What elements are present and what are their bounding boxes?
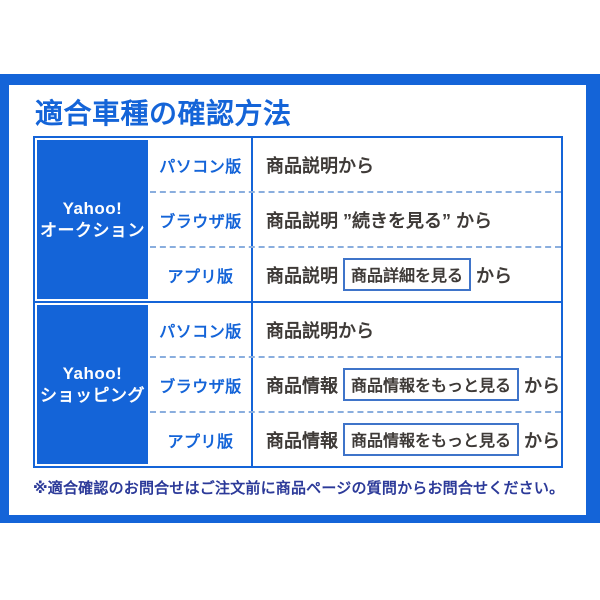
method-cell: 商品説明から: [253, 303, 561, 356]
footer-note: ※適合確認のお問合せはご注文前に商品ページの質問からお問合せください。: [33, 480, 565, 498]
platform-label-pc: パソコン版: [150, 138, 253, 192]
see-more-product-info-button-label: 商品情報をもっと見る: [343, 368, 520, 402]
shopping-rows: パソコン版 商品説明から ブラウザ版 商品情報 商品情報をもっと見る から: [150, 303, 561, 467]
table-row: ブラウザ版 商品情報 商品情報をもっと見る から: [150, 356, 561, 412]
platform-label-pc: パソコン版: [150, 303, 253, 357]
platform-label-app: アプリ版: [150, 248, 253, 302]
service-name-line2: ショッピング: [40, 385, 145, 405]
method-text-post: から: [476, 265, 513, 286]
auction-rows: パソコン版 商品説明から ブラウザ版 商品説明 ”続きを見る” から アプリ版: [150, 138, 561, 302]
service-cell-yahoo-auction: Yahoo! オークション: [37, 140, 148, 300]
method-cell: 商品説明 ”続きを見る” から: [253, 193, 561, 246]
method-text: 商品説明から: [266, 155, 374, 176]
see-product-detail-button-label: 商品詳細を見る: [343, 258, 472, 292]
method-text-pre: 商品説明: [266, 265, 338, 286]
service-name-line1: Yahoo!: [62, 198, 123, 218]
method-cell: 商品情報 商品情報をもっと見る から: [253, 358, 561, 411]
see-more-product-info-button-label: 商品情報をもっと見る: [343, 423, 520, 457]
method-cell: 商品説明 商品詳細を見る から: [253, 248, 561, 301]
method-text-pre: 商品情報: [266, 375, 338, 396]
table-row: パソコン版 商品説明から: [150, 303, 561, 357]
method-text-post: から: [524, 430, 561, 451]
table-row: パソコン版 商品説明から: [150, 138, 561, 192]
method-cell: 商品説明から: [253, 138, 561, 191]
table-row: ブラウザ版 商品説明 ”続きを見る” から: [150, 191, 561, 247]
platform-label-app: アプリ版: [150, 413, 253, 467]
compatibility-table: Yahoo! オークション パソコン版 商品説明から ブラウザ版 商品説明 ”続…: [33, 136, 563, 469]
table-row: アプリ版 商品説明 商品詳細を見る から: [150, 246, 561, 302]
table-row: アプリ版 商品情報 商品情報をもっと見る から: [150, 411, 561, 467]
service-cell-yahoo-shopping: Yahoo! ショッピング: [37, 305, 148, 465]
section-yahoo-auction: Yahoo! オークション パソコン版 商品説明から ブラウザ版 商品説明 ”続…: [35, 138, 561, 304]
service-name-line1: Yahoo!: [62, 363, 123, 383]
method-text: 商品説明から: [266, 320, 374, 341]
product-info-frame: 適合車種の確認方法 Yahoo! オークション パソコン版 商品説明から: [0, 74, 600, 523]
platform-label-browser: ブラウザ版: [150, 193, 253, 247]
method-text: 商品説明 ”続きを見る” から: [266, 210, 493, 231]
platform-label-browser: ブラウザ版: [150, 358, 253, 412]
section-yahoo-shopping: Yahoo! ショッピング パソコン版 商品説明から ブラウザ版 商品情報: [35, 303, 561, 467]
method-text-pre: 商品情報: [266, 430, 338, 451]
service-name-line2: オークション: [40, 220, 145, 240]
method-cell: 商品情報 商品情報をもっと見る から: [253, 413, 561, 466]
method-text-post: から: [524, 375, 561, 396]
page-title: 適合車種の確認方法: [35, 98, 292, 129]
